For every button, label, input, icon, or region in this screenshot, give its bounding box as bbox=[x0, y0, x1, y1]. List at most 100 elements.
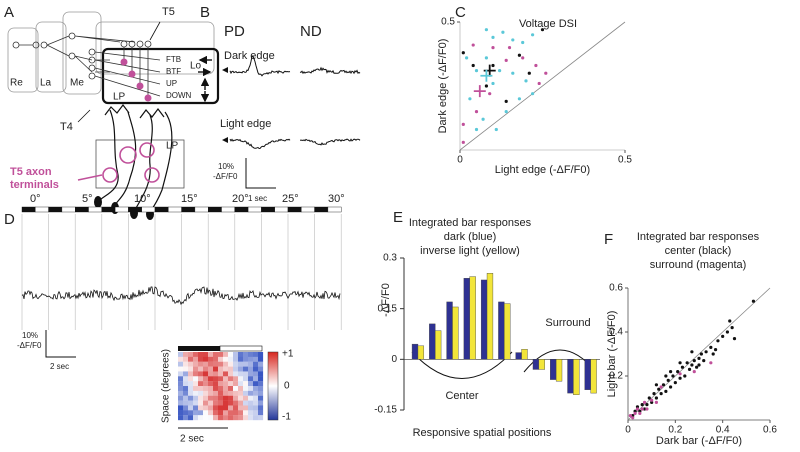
point bbox=[671, 374, 675, 378]
heat-cell bbox=[243, 356, 249, 362]
point bbox=[504, 99, 508, 103]
heat-cell bbox=[233, 415, 239, 421]
point bbox=[659, 392, 663, 396]
bar bbox=[486, 273, 494, 360]
heat-cell bbox=[243, 410, 249, 416]
heat-cell bbox=[258, 361, 264, 367]
heat-cell bbox=[238, 395, 244, 401]
heat-cell bbox=[258, 376, 264, 382]
point bbox=[659, 385, 663, 389]
heat-cell bbox=[233, 381, 239, 387]
heat-cell bbox=[188, 352, 194, 357]
heat-cell bbox=[178, 390, 184, 396]
bar bbox=[584, 359, 591, 390]
heat-cell bbox=[228, 366, 234, 372]
angle-label: 5° bbox=[82, 193, 93, 205]
trace bbox=[299, 138, 361, 146]
stimulus-segment bbox=[194, 206, 209, 213]
bar bbox=[498, 301, 505, 360]
heat-cell bbox=[213, 415, 219, 421]
heat-cell bbox=[223, 361, 229, 367]
heat-cell bbox=[258, 371, 264, 377]
angle-label: 15° bbox=[181, 193, 198, 205]
identity-line bbox=[627, 287, 771, 421]
heat-cell bbox=[203, 390, 209, 396]
point bbox=[692, 370, 696, 374]
point bbox=[633, 411, 637, 415]
point bbox=[683, 374, 687, 378]
point bbox=[673, 381, 677, 385]
heat-cell bbox=[208, 366, 214, 372]
stimulus-segment bbox=[314, 206, 329, 213]
heat-cell bbox=[238, 352, 244, 357]
point bbox=[713, 348, 718, 352]
heat-cell bbox=[258, 400, 264, 406]
region-label: LP bbox=[113, 92, 126, 103]
heat-cell bbox=[198, 410, 204, 416]
heat-cell bbox=[183, 381, 189, 387]
heat-cell bbox=[218, 415, 224, 421]
annotation: Center bbox=[445, 390, 478, 402]
heat-cell bbox=[238, 366, 244, 372]
point bbox=[690, 363, 694, 367]
heat-cell bbox=[178, 395, 184, 401]
chart-title: Integrated bar responses bbox=[409, 217, 532, 229]
point bbox=[635, 407, 640, 411]
heat-cell bbox=[208, 386, 214, 392]
heat-cell bbox=[223, 352, 229, 357]
heat-cell bbox=[193, 405, 199, 411]
heat-cell bbox=[228, 415, 234, 421]
x-tick-label: 0.2 bbox=[668, 425, 682, 436]
heat-cell bbox=[183, 366, 189, 372]
heat-cell bbox=[253, 371, 259, 377]
heat-cell bbox=[253, 352, 259, 357]
point bbox=[484, 56, 488, 60]
scale-label: 2 sec bbox=[50, 362, 69, 371]
y-tick-label: 0.4 bbox=[609, 327, 623, 338]
scale-label: 2 sec bbox=[180, 434, 204, 445]
heat-cell bbox=[203, 405, 209, 411]
region-label: La bbox=[40, 78, 52, 89]
point bbox=[711, 352, 715, 356]
bar bbox=[504, 303, 511, 360]
annotation: terminals bbox=[10, 179, 59, 191]
point bbox=[491, 81, 495, 86]
chart-title: Voltage DSI bbox=[519, 18, 577, 30]
heat-cell bbox=[228, 352, 234, 357]
heat-cell bbox=[253, 410, 259, 416]
point bbox=[504, 110, 508, 114]
heat-cell bbox=[188, 390, 194, 396]
stimulus-segment bbox=[141, 206, 156, 213]
heat-cell bbox=[183, 376, 189, 382]
circuit-diagram bbox=[7, 11, 220, 220]
heat-cell bbox=[228, 381, 234, 387]
heat-cell bbox=[258, 415, 264, 421]
y-axis-label: -ΔF/F0 bbox=[380, 283, 392, 317]
heat-cell bbox=[258, 386, 264, 392]
heat-cell bbox=[178, 415, 184, 421]
point bbox=[633, 409, 637, 413]
heat-cell bbox=[208, 361, 214, 367]
heat-cell bbox=[228, 405, 234, 411]
point bbox=[652, 392, 656, 396]
bar bbox=[590, 359, 597, 394]
heat-cell bbox=[218, 381, 224, 387]
heat-cell bbox=[178, 400, 184, 406]
heat-cell bbox=[203, 361, 209, 367]
heat-cell bbox=[178, 352, 184, 357]
heat-cell bbox=[233, 395, 239, 401]
scale-label: -ΔF/F0 bbox=[213, 172, 238, 181]
heat-cell bbox=[228, 395, 234, 401]
heat-cell bbox=[178, 386, 184, 392]
heat-cell bbox=[218, 366, 224, 372]
heat-cell bbox=[183, 395, 189, 401]
chart-title: Integrated bar responses bbox=[637, 231, 760, 243]
row-label: Dark edge bbox=[224, 50, 275, 62]
layer-label: BTF bbox=[166, 67, 181, 76]
bar bbox=[446, 301, 453, 360]
heat-cell bbox=[213, 371, 219, 377]
point bbox=[654, 396, 659, 400]
heat-cell bbox=[258, 356, 264, 362]
heat-cell bbox=[203, 410, 209, 416]
heat-cell bbox=[208, 415, 214, 421]
